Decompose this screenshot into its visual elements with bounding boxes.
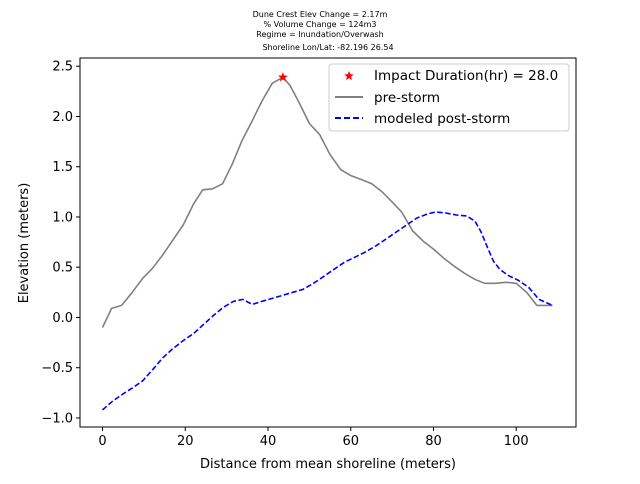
y-axis-label: Elevation (meters) <box>17 183 32 304</box>
plot-area <box>101 72 553 411</box>
axis-ticks: 0 20 40 60 80 100 −1.0 −0.5 0.0 0.5 1.0 1.5 2.0 2.5 <box>41 60 528 449</box>
legend-label-post-storm: modeled post-storm <box>374 111 510 127</box>
x-tick-label: 60 <box>342 434 359 449</box>
legend-label-pre-storm: pre-storm <box>374 90 440 106</box>
y-tick-label: 0.0 <box>52 311 73 326</box>
x-tick-label: 0 <box>98 434 106 449</box>
title-line-4: Shoreline Lon/Lat: -82.196 26.54 <box>262 43 393 52</box>
y-tick-label: 1.5 <box>52 160 73 175</box>
plot-frame <box>79 57 577 428</box>
legend-box <box>328 63 570 132</box>
impact-duration-marker <box>277 72 288 82</box>
x-tick-label: 40 <box>260 434 277 449</box>
legend-marker-sample <box>344 70 354 81</box>
y-tick-label: 0.5 <box>52 261 73 276</box>
y-tick-label: −1.0 <box>41 411 73 426</box>
legend: Impact Duration(hr) = 28.0 pre-storm mod… <box>328 63 570 132</box>
pre-storm-line <box>101 76 553 328</box>
x-tick-label: 80 <box>425 434 442 449</box>
chart-title-block: Dune Crest Elev Change = 2.17m % Volume … <box>253 10 394 52</box>
y-tick-label: −0.5 <box>41 361 73 376</box>
title-line-3: Regime = Inundation/Overwash <box>256 30 383 39</box>
title-line-2: % Volume Change = 124m3 <box>263 20 376 29</box>
y-tick-label: 2.5 <box>52 60 73 75</box>
x-tick-label: 20 <box>177 434 194 449</box>
legend-star-icon <box>344 70 354 81</box>
y-tick-label: 1.0 <box>52 210 73 225</box>
post-storm-line <box>101 211 553 411</box>
title-line-1: Dune Crest Elev Change = 2.17m <box>253 10 388 19</box>
x-axis-label: Distance from mean shoreline (meters) <box>200 457 456 472</box>
y-tick-label: 2.0 <box>52 110 73 125</box>
x-tick-label: 100 <box>504 434 529 449</box>
legend-label-impact-duration: Impact Duration(hr) = 28.0 <box>374 68 558 84</box>
